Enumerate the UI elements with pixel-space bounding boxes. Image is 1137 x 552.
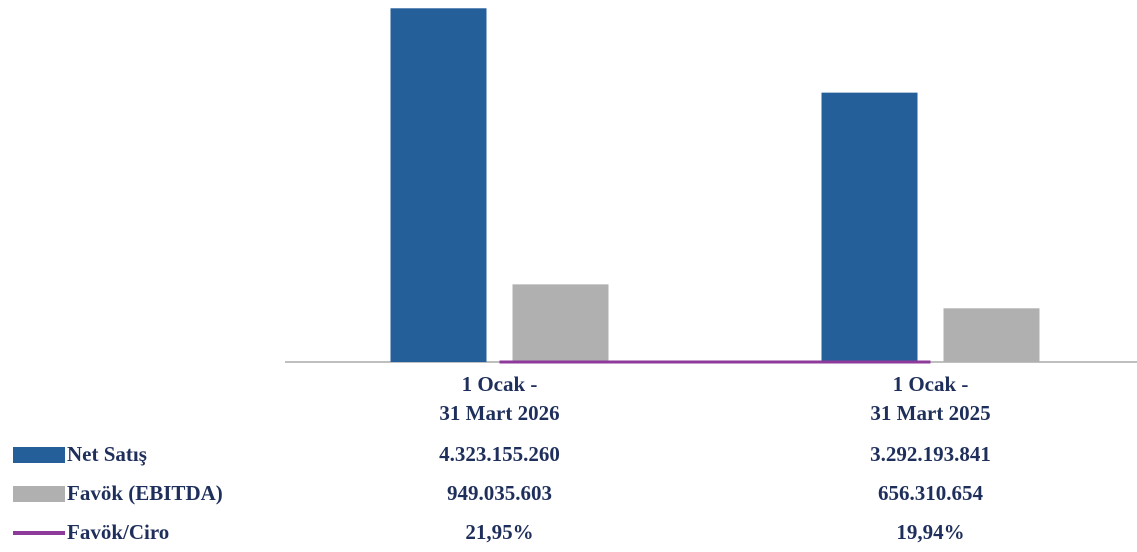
bar: [390, 8, 487, 363]
data-table-value: 949.035.603: [447, 481, 552, 505]
bar: [943, 308, 1040, 362]
data-table-value: 656.310.654: [878, 481, 983, 505]
legend-key: [13, 447, 65, 463]
legend-label: Net Satış: [67, 442, 147, 466]
legend-key: [13, 486, 65, 502]
bar: [512, 284, 609, 362]
data-table-value: 4.323.155.260: [439, 442, 560, 466]
data-table-value: 21,95%: [465, 520, 534, 544]
x-tick-label: 1 Ocak - 31 Mart 2025: [870, 372, 991, 425]
bar: [821, 92, 918, 363]
legend-label: Favök/Ciro: [67, 520, 170, 544]
data-table-value: 3.292.193.841: [870, 442, 991, 466]
x-tick-label: 1 Ocak - 31 Mart 2026: [439, 372, 560, 425]
data-table-value: 19,94%: [896, 520, 965, 544]
legend-label: Favök (EBITDA): [67, 481, 223, 505]
